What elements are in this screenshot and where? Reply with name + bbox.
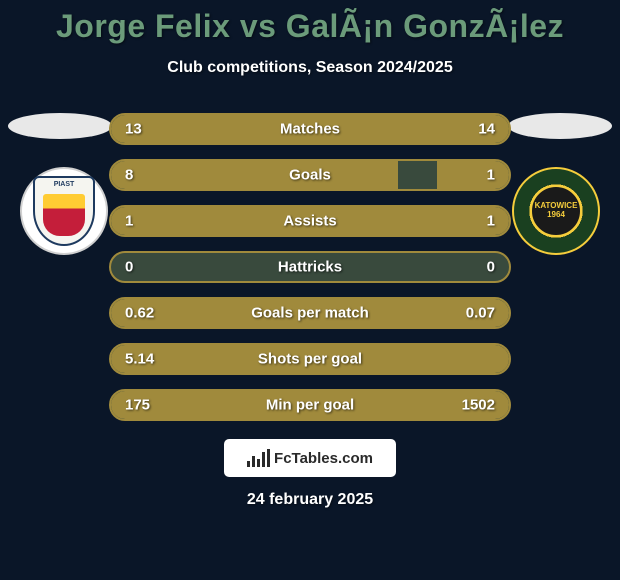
- value-right: 0.07: [466, 305, 495, 322]
- stat-row: 0.62 0.07 Goals per match: [109, 297, 511, 329]
- value-right: 1502: [462, 397, 495, 414]
- shadow-left: [8, 113, 112, 139]
- fill-right: [437, 161, 509, 189]
- value-left: 13: [125, 121, 142, 138]
- value-left: 0.62: [125, 305, 154, 322]
- crest-right-year: 1964: [535, 211, 578, 220]
- stat-row: 1 1 Assists: [109, 205, 511, 237]
- stat-rows: 13 14 Matches 8 1 Goals 1 1 Assists 0 0 Hattricks 0.…: [109, 113, 511, 421]
- value-left: 0: [125, 259, 133, 276]
- stat-label: Goals: [289, 167, 331, 184]
- crest-left-emblem: [43, 194, 85, 236]
- stat-row: 0 0 Hattricks: [109, 251, 511, 283]
- stat-row: 175 1502 Min per goal: [109, 389, 511, 421]
- stat-row: 13 14 Matches: [109, 113, 511, 145]
- value-left: 1: [125, 213, 133, 230]
- logo-bars-icon: [247, 449, 270, 467]
- page-title: Jorge Felix vs GalÃ¡n GonzÃ¡lez: [0, 0, 620, 45]
- stat-label: Goals per match: [251, 305, 369, 322]
- subtitle: Club competitions, Season 2024/2025: [0, 59, 620, 77]
- value-right: 14: [478, 121, 495, 138]
- club-crest-right: KATOWICE 1964: [512, 167, 600, 255]
- fill-right: [310, 207, 509, 235]
- value-right: 1: [487, 213, 495, 230]
- shadow-right: [508, 113, 612, 139]
- value-right: 0: [487, 259, 495, 276]
- value-left: 175: [125, 397, 150, 414]
- fill-left: [111, 161, 398, 189]
- brand-text: FcTables.com: [274, 450, 373, 467]
- fill-left: [111, 207, 310, 235]
- stat-row: 5.14 Shots per goal: [109, 343, 511, 375]
- stat-row: 8 1 Goals: [109, 159, 511, 191]
- stat-label: Shots per goal: [258, 351, 362, 368]
- value-right: 1: [487, 167, 495, 184]
- value-left: 5.14: [125, 351, 154, 368]
- value-left: 8: [125, 167, 133, 184]
- brand-logo: FcTables.com: [224, 439, 396, 477]
- stat-label: Hattricks: [278, 259, 342, 276]
- stat-label: Min per goal: [266, 397, 354, 414]
- club-crest-left: PIAST: [20, 167, 108, 255]
- crest-left-name: PIAST: [35, 181, 93, 188]
- comparison-panel: PIAST KATOWICE 1964 1314Matches81Goals11…: [0, 113, 620, 421]
- stat-label: Matches: [280, 121, 340, 138]
- date-text: 24 february 2025: [0, 491, 620, 509]
- stat-label: Assists: [283, 213, 336, 230]
